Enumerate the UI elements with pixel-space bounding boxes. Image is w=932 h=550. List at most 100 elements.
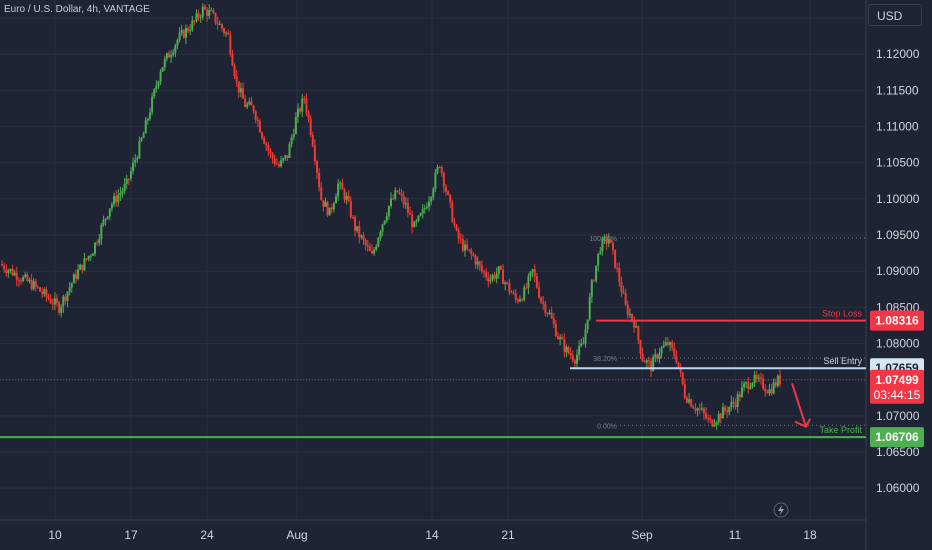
candle [392,194,395,200]
currency-button[interactable]: USD [868,4,922,26]
stop-loss-tag: 1.08316 [870,310,924,331]
candle [662,340,665,349]
candle-body [345,195,348,200]
candle-body [567,347,570,354]
candle-body [711,420,714,427]
candle [721,402,724,419]
candle [106,215,109,220]
candle [603,234,606,245]
candle-body [666,342,669,345]
candle [692,404,695,409]
candle [449,194,452,208]
candle [569,347,572,360]
candle [599,246,602,255]
candle-body [261,132,264,138]
candle-body [432,188,435,198]
candle-body [554,323,557,337]
candle-body [373,249,376,254]
candle [5,263,8,277]
candle [43,287,46,297]
candle-body [702,408,705,414]
candle-body [449,194,452,203]
candle-body [294,117,297,134]
x-tick-label: 10 [48,528,62,542]
candle [187,25,190,34]
candle [294,112,297,135]
candle [28,277,31,284]
candle-body [292,133,295,138]
candle-body [330,207,333,210]
candle [168,50,171,58]
candle-body [72,274,75,284]
candle [544,300,547,317]
candle [74,269,77,284]
candle-body [624,293,627,305]
candle [39,286,42,292]
candle [641,347,644,362]
candle-body [675,355,678,363]
candle [605,233,608,250]
candle-body [466,244,469,250]
candle [762,374,765,391]
candle-body [288,143,291,158]
candle-body [459,238,462,240]
candle-body [421,209,424,214]
arrow-shaft [791,383,807,428]
candle [776,374,779,388]
candle [3,262,6,273]
candle-body [370,250,373,254]
candle [548,309,551,316]
candle [696,407,699,417]
candle [322,200,325,212]
candle-body [206,9,209,17]
candle-body [390,198,392,206]
candle-body [489,279,492,282]
candle [203,4,206,10]
candle [303,95,306,104]
candle-body [275,163,278,165]
candle-body [472,254,475,256]
candle-body [178,33,181,40]
candle-body [159,71,162,82]
candle [282,157,285,164]
candle-body [487,277,490,282]
candle [246,101,249,110]
candle-body [271,153,274,159]
candle [542,295,545,310]
candle [104,218,107,226]
candle [301,93,304,118]
candle [233,63,236,79]
candle [571,350,574,363]
candle [189,24,192,36]
candle [383,220,386,226]
candle [512,289,515,296]
candle [66,291,69,308]
candle [178,26,181,43]
candle [601,236,604,256]
candle [436,164,439,175]
candle-body [326,201,329,216]
candle-body [690,399,693,407]
candle-body [392,198,395,200]
candle-body [115,195,118,203]
candle-body [17,280,20,282]
candle [132,157,135,175]
candle-body [195,13,198,21]
chart-title: Euro / U.S. Dollar, 4h, VANTAGE [4,4,150,15]
candle-body [108,208,111,217]
candle [421,204,424,219]
candle [347,190,350,203]
candle-body [569,353,572,356]
candle-body [732,401,735,404]
candle [561,334,564,340]
candle-body [64,296,67,301]
candle [267,142,270,157]
candle [256,116,259,127]
candle-body [772,382,775,394]
candle-body [146,118,149,121]
x-tick-label: 24 [200,528,214,542]
y-tick-label: 1.09000 [876,264,920,278]
candle-body [91,253,94,256]
candle-body [301,98,304,112]
